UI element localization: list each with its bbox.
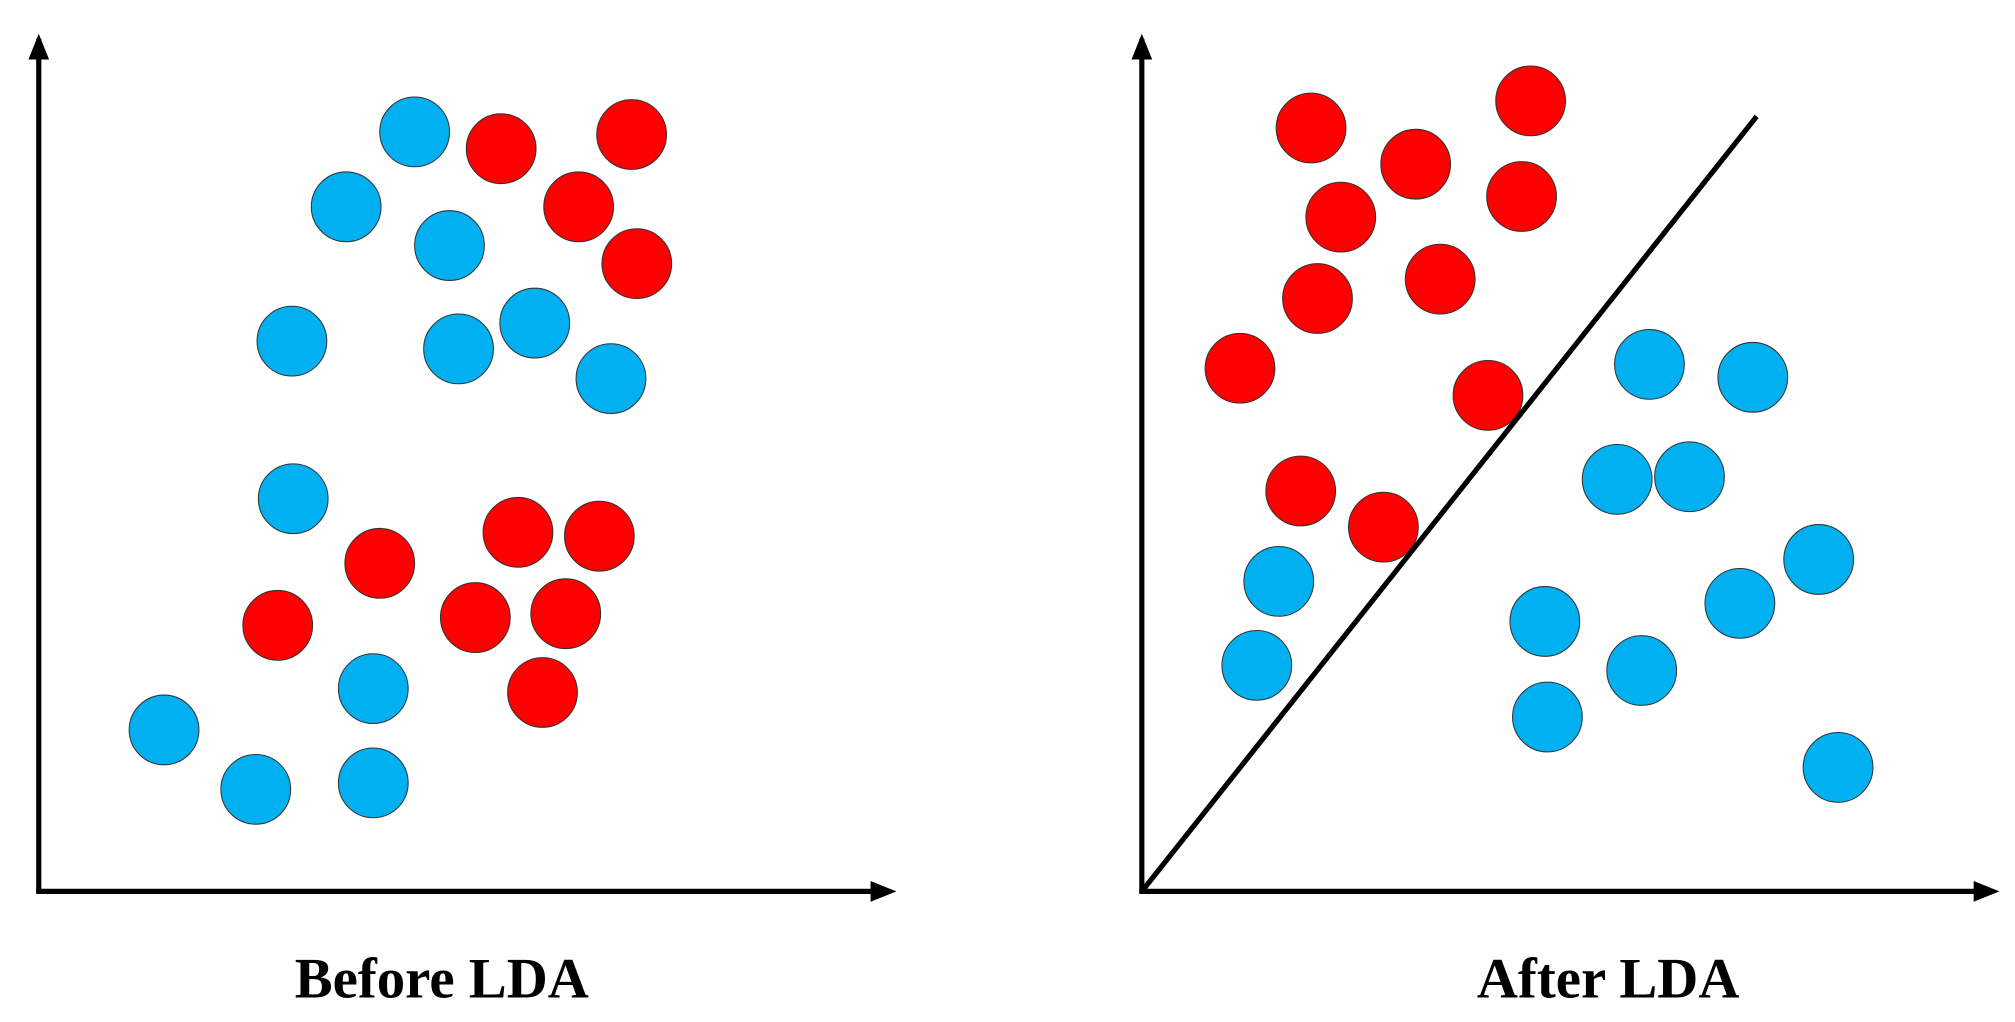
blue-dot	[379, 96, 451, 168]
blue-dot	[423, 313, 494, 385]
before-panel: Before LDA	[28, 33, 897, 1010]
y-arrow	[1131, 33, 1153, 60]
red-dot	[596, 99, 668, 170]
blue-dot	[337, 747, 409, 819]
blue-dot	[128, 694, 200, 766]
x-arrow	[1973, 881, 2000, 902]
red-dot	[344, 527, 416, 599]
red-dot	[439, 582, 511, 653]
red-dot	[507, 657, 578, 728]
blue-dot	[575, 343, 647, 414]
red-dot	[242, 589, 314, 661]
red-dot	[1495, 65, 1567, 137]
blue-dot	[1783, 524, 1855, 595]
blue-dot	[310, 171, 382, 243]
blue-dot	[337, 653, 409, 724]
red-dot	[1380, 128, 1452, 200]
blue-dot	[1606, 635, 1678, 706]
red-dot	[1486, 161, 1557, 232]
blue-dot	[1509, 586, 1581, 657]
caption: Before LDA	[295, 947, 589, 1010]
blue-dot	[220, 753, 292, 825]
blue-dot	[1802, 732, 1874, 803]
red-dot	[1452, 360, 1524, 431]
red-dot	[543, 171, 615, 243]
red-dot	[1275, 92, 1347, 164]
blue-dot	[1654, 441, 1725, 513]
blue-dot	[1243, 546, 1315, 617]
blue-dot	[1512, 681, 1583, 753]
red-dot	[601, 228, 673, 300]
red-dot	[482, 496, 554, 568]
red-dot	[1305, 181, 1377, 253]
red-dot	[465, 113, 537, 185]
blue-dot	[256, 305, 328, 377]
blue-dot	[414, 210, 485, 281]
red-dot	[1404, 243, 1476, 315]
blue-dot	[1717, 341, 1789, 413]
red-dot	[530, 578, 602, 650]
blue-dot	[1221, 629, 1293, 701]
separating-line	[1139, 114, 1759, 894]
x-arrow	[870, 881, 897, 902]
red-dot	[1265, 455, 1337, 527]
after-panel: After LDA	[1131, 33, 2000, 1010]
red-dot	[563, 500, 635, 572]
blue-dot	[499, 287, 571, 359]
caption: After LDA	[1477, 947, 1740, 1010]
red-dot	[1204, 332, 1276, 404]
y-arrow	[28, 33, 50, 60]
red-dot	[1347, 491, 1419, 563]
blue-dot	[257, 463, 329, 535]
red-dot	[1282, 263, 1353, 334]
blue-dot	[1581, 443, 1653, 515]
blue-dot	[1704, 567, 1776, 639]
blue-dot	[1614, 329, 1685, 400]
